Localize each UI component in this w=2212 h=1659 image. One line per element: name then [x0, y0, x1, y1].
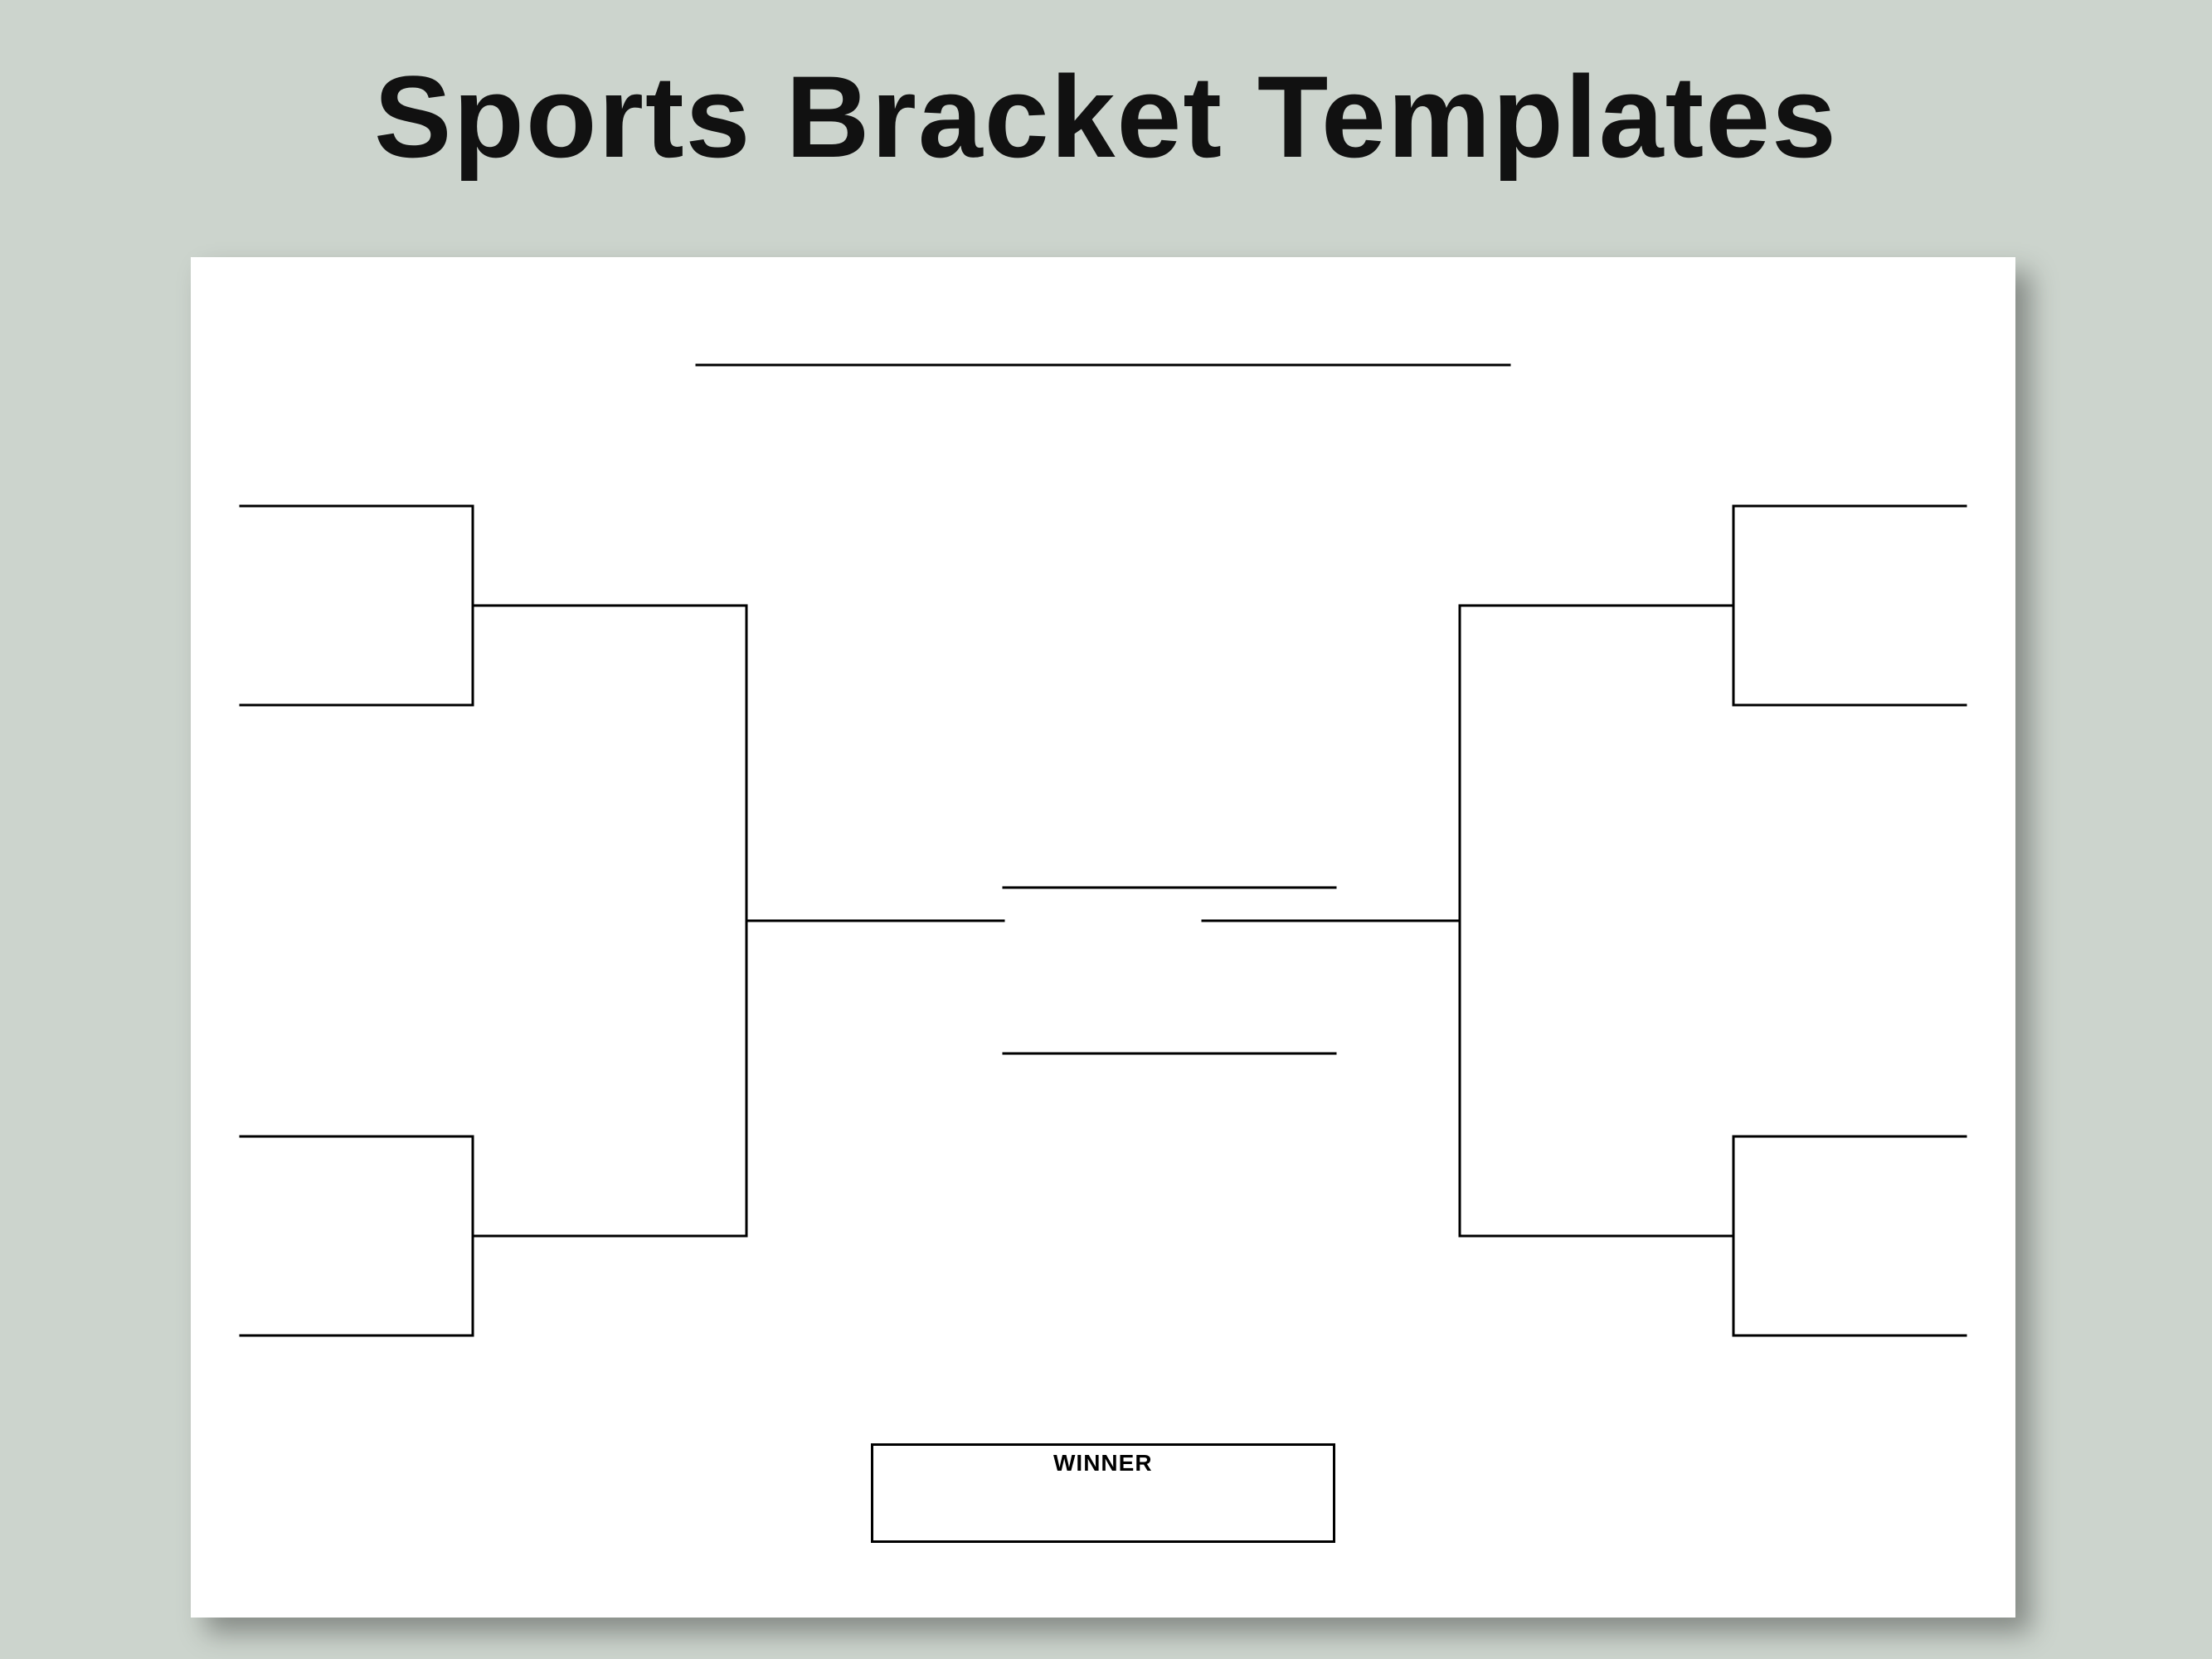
winner-label: WINNER: [1053, 1450, 1153, 1477]
page-title: Sports Bracket Templates: [0, 50, 2212, 184]
bracket-diagram: [191, 257, 2015, 1618]
bracket-sheet: WINNER: [191, 257, 2015, 1618]
